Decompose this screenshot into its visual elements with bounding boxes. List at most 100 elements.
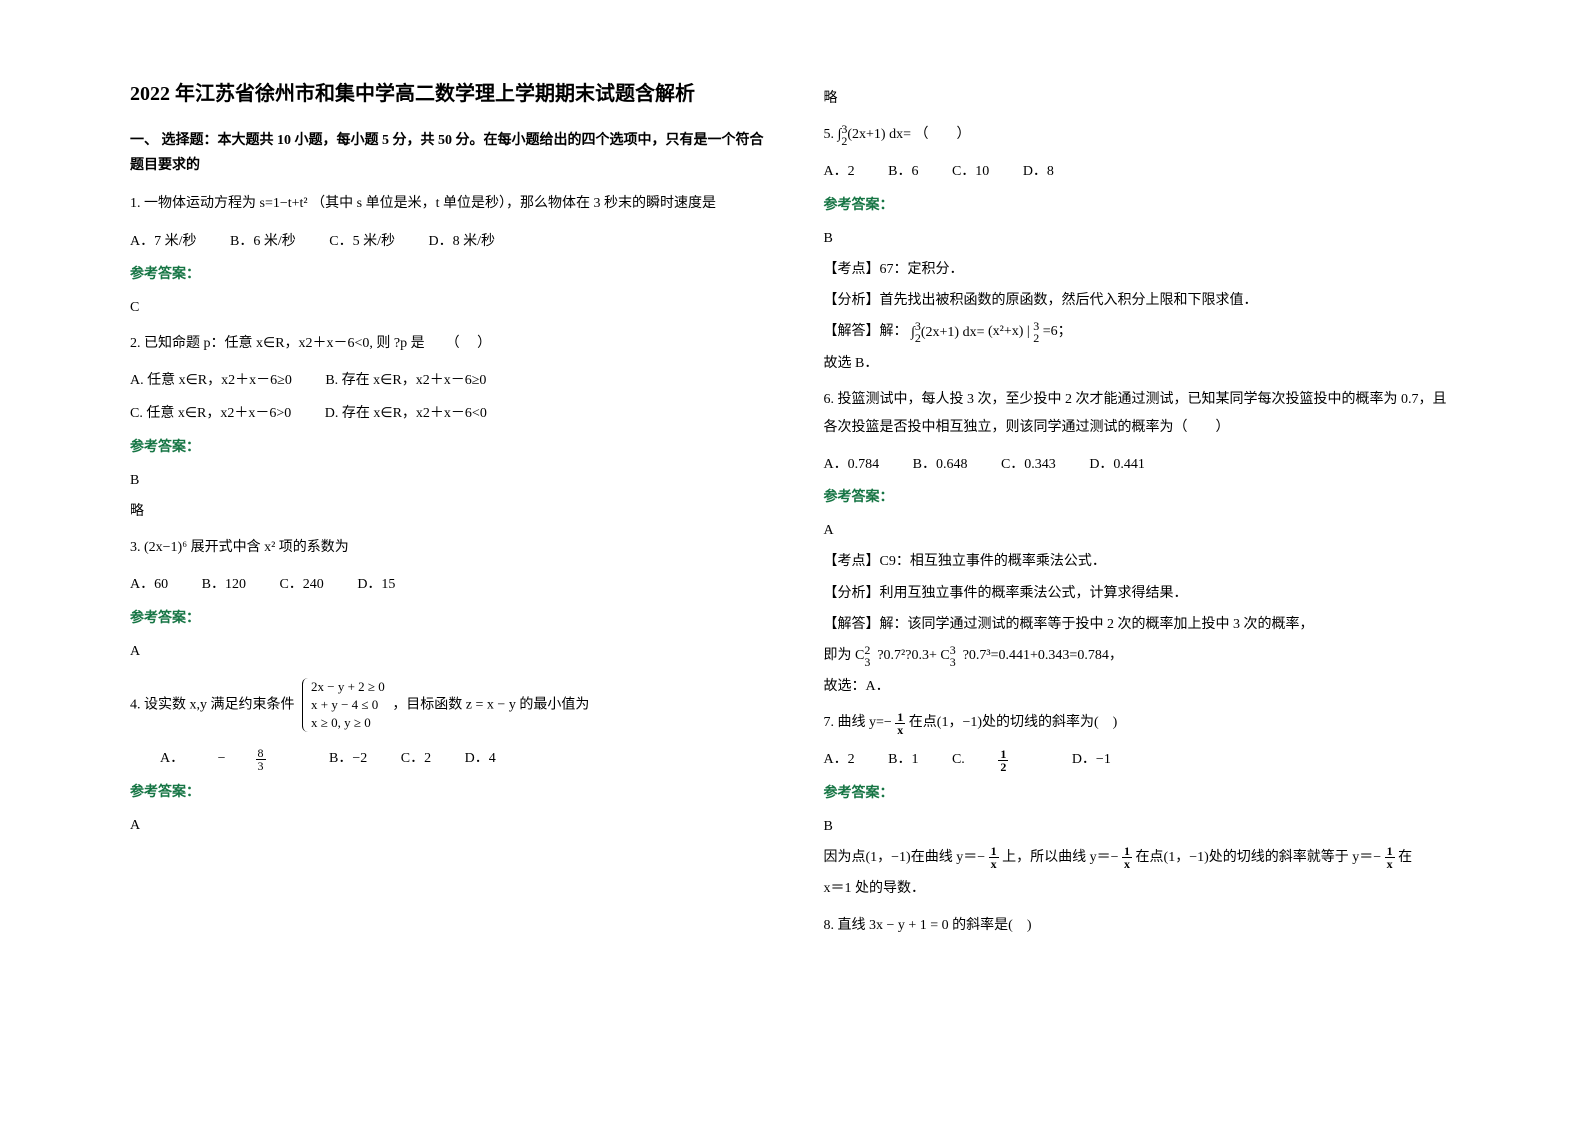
q7-exp-frac2: 1x <box>1122 845 1132 870</box>
q3-prefix: 3. <box>130 540 141 555</box>
q7-opt-c-prefix: C. <box>952 752 965 767</box>
q7-prefix: 7. 曲线 y=− <box>824 715 892 730</box>
q7-options: A．2 B．1 C. 12 D．−1 <box>824 747 1458 772</box>
left-column: 2022 年江苏省徐州市和集中学高二数学理上学期期末试题含解析 一、 选择题：本… <box>100 80 794 1082</box>
q5-solve-bounds: 32 <box>1033 320 1039 344</box>
q1-answer: C <box>130 295 764 320</box>
right-column: 略 5. ∫32(2x+1) dx= （ ） A．2 B．6 C．10 D．8 … <box>794 80 1488 1082</box>
q1-answer-label: 参考答案： <box>130 262 764 287</box>
question-4: 4. 设实数 x,y 满足约束条件 2x − y + 2 ≥ 0 x + y −… <box>130 674 764 737</box>
q7-suffix: 在点(1，−1)处的切线的斜率为( ) <box>909 715 1118 730</box>
q6-calc: 即为 C23 ?0.7²?0.3+ C33 ?0.7³=0.441+0.343=… <box>824 643 1458 668</box>
q1-opt-c: C．5 米/秒 <box>329 234 395 249</box>
q4-c1: 2x − y + 2 ≥ 0 <box>311 678 385 696</box>
col2-brief: 略 <box>824 86 1458 111</box>
q3-opt-b: B．120 <box>202 577 246 592</box>
question-6: 6. 投篮测试中，每人投 3 次，至少投中 2 次才能通过测试，已知某同学每次投… <box>824 386 1458 442</box>
q4-opt-b: B．−2 <box>329 751 367 766</box>
q4-opt-a-frac: 83 <box>256 747 266 772</box>
q3-formula: (2x−1)⁶ <box>144 534 187 562</box>
q6-c2: C <box>940 648 949 663</box>
q5-solve-prefix: 【解答】解： <box>824 324 908 339</box>
q5-opt-a: A．2 <box>824 164 855 179</box>
q2-opt-b: B. 存在 x∈R，x2＋x－6≥0 <box>325 373 486 388</box>
q2-options-row2: C. 任意 x∈R，x2＋x－6>0 D. 存在 x∈R，x2＋x－6<0 <box>130 401 764 426</box>
q6-calc-mid: ?0.7²?0.3+ <box>877 648 937 663</box>
q6-c1: C <box>855 648 864 663</box>
question-2: 2. 已知命题 p：任意 x∈R，x2＋x－6<0, 则 ?p 是 （ ） <box>130 330 764 358</box>
q6-answer: A <box>824 518 1458 543</box>
q4-opt-a: A． −83 <box>160 751 299 766</box>
q5-formula: ∫32(2x+1) dx= <box>838 121 911 149</box>
q6-opt-b: B．0.648 <box>913 457 968 472</box>
q3-options: A．60 B．120 C．240 D．15 <box>130 572 764 597</box>
q5-suffix: （ ） <box>914 127 970 142</box>
q5-solve: 【解答】解： ∫32(2x+1) dx= (x²+x) | 32 =6； <box>824 319 1458 344</box>
q7-exp-frac3: 1x <box>1385 845 1395 870</box>
q3-opt-a: A．60 <box>130 577 168 592</box>
q5-opt-c: C．10 <box>952 164 989 179</box>
q4-opt-a-prefix: A． <box>160 751 184 766</box>
q4-answer-label: 参考答案： <box>130 780 764 805</box>
q3-suffix: 展开式中含 x² 项的系数为 <box>191 540 349 555</box>
q3-opt-c: C．240 <box>279 577 323 592</box>
q6-options: A．0.784 B．0.648 C．0.343 D．0.441 <box>824 452 1458 477</box>
q6-c2-idx: 33 <box>950 644 956 668</box>
q2-answer: B <box>130 468 764 493</box>
q1-opt-a: A．7 米/秒 <box>130 234 197 249</box>
q7-exp-p1: 因为点(1，−1)在曲线 y＝− <box>824 850 986 865</box>
q7-opt-a: A．2 <box>824 752 855 767</box>
q6-opt-a: A．0.784 <box>824 457 880 472</box>
q7-explain: 因为点(1，−1)在曲线 y＝− 1x 上，所以曲线 y＝− 1x 在点(1，−… <box>824 845 1458 870</box>
question-8: 8. 直线 3x − y + 1 = 0 的斜率是( ) <box>824 912 1458 940</box>
q5-solve-expr: (x²+x) <box>988 324 1023 339</box>
q6-solve: 【解答】解：该同学通过测试的概率等于投中 2 次的概率加上投中 3 次的概率， <box>824 612 1458 637</box>
q6-calc-end: ?0.7³=0.441+0.343=0.784， <box>963 648 1123 663</box>
q1-prefix: 1. 一物体运动方程为 <box>130 197 256 212</box>
q5-solve-int: ∫32(2x+1) dx= <box>911 320 984 345</box>
q1-opt-d: D．8 米/秒 <box>428 234 495 249</box>
q4-c2: x + y − 4 ≤ 0 <box>311 696 385 714</box>
q3-answer-label: 参考答案： <box>130 606 764 631</box>
q4-opt-d: D．4 <box>465 751 496 766</box>
q4-suffix: ，目标函数 z = x − y 的最小值为 <box>392 697 589 712</box>
q7-exp-frac1: 1x <box>989 845 999 870</box>
q7-exp-p3: 在点(1，−1)处的切线的斜率就等于 y＝− <box>1136 850 1382 865</box>
q5-solve-bar: | <box>1027 324 1030 339</box>
q5-expr: (2x+1) dx= <box>847 127 911 142</box>
q4-prefix: 4. 设实数 x,y 满足约束条件 <box>130 697 295 712</box>
question-1: 1. 一物体运动方程为 s=1−t+t² （其中 s 单位是米，t 单位是秒），… <box>130 190 764 218</box>
question-3: 3. (2x−1)⁶ 展开式中含 x² 项的系数为 <box>130 534 764 562</box>
q5-prefix: 5. <box>824 127 835 142</box>
q2-options-row1: A. 任意 x∈R，x2＋x－6≥0 B. 存在 x∈R，x2＋x－6≥0 <box>130 368 764 393</box>
q7-frac: 1x <box>895 711 905 736</box>
exam-title: 2022 年江苏省徐州市和集中学高二数学理上学期期末试题含解析 <box>130 80 764 108</box>
q4-constraints: 2x − y + 2 ≥ 0 x + y − 4 ≤ 0 x ≥ 0, y ≥ … <box>302 678 385 733</box>
q5-analysis: 【分析】首先找出被积函数的原函数，然后代入积分上限和下限求值． <box>824 288 1458 313</box>
q7-answer: B <box>824 814 1458 839</box>
q6-c1-idx: 23 <box>864 644 870 668</box>
q7-exp-p5: x＝1 处的导数． <box>824 876 1458 901</box>
q4-opt-c: C．2 <box>401 751 431 766</box>
q6-opt-c: C．0.343 <box>1001 457 1056 472</box>
q6-calc-prefix: 即为 <box>824 648 852 663</box>
q7-exp-p4: 在 <box>1398 850 1412 865</box>
q5-pick: 故选 B． <box>824 351 1458 376</box>
q7-opt-c-frac: 12 <box>998 748 1008 773</box>
section-1-header: 一、 选择题：本大题共 10 小题，每小题 5 分，共 50 分。在每小题给出的… <box>130 128 764 178</box>
q5-opt-d: D．8 <box>1023 164 1054 179</box>
q1-formula: s=1−t+t² <box>260 190 308 218</box>
q5-answer: B <box>824 226 1458 251</box>
q6-point: 【考点】C9：相互独立事件的概率乘法公式． <box>824 549 1458 574</box>
q3-answer: A <box>130 639 764 664</box>
q7-opt-c: C. 12 <box>952 752 1042 767</box>
question-5: 5. ∫32(2x+1) dx= （ ） <box>824 121 1458 149</box>
q6-answer-label: 参考答案： <box>824 485 1458 510</box>
q6-analysis: 【分析】利用互独立事件的概率乘法公式，计算求得结果． <box>824 581 1458 606</box>
q2-opt-a: A. 任意 x∈R，x2＋x－6≥0 <box>130 373 292 388</box>
q2-opt-c: C. 任意 x∈R，x2＋x－6>0 <box>130 406 291 421</box>
q5-point: 【考点】67：定积分． <box>824 257 1458 282</box>
q7-answer-label: 参考答案： <box>824 781 1458 806</box>
q2-answer-label: 参考答案： <box>130 435 764 460</box>
q1-options: A．7 米/秒 B．6 米/秒 C．5 米/秒 D．8 米/秒 <box>130 229 764 254</box>
